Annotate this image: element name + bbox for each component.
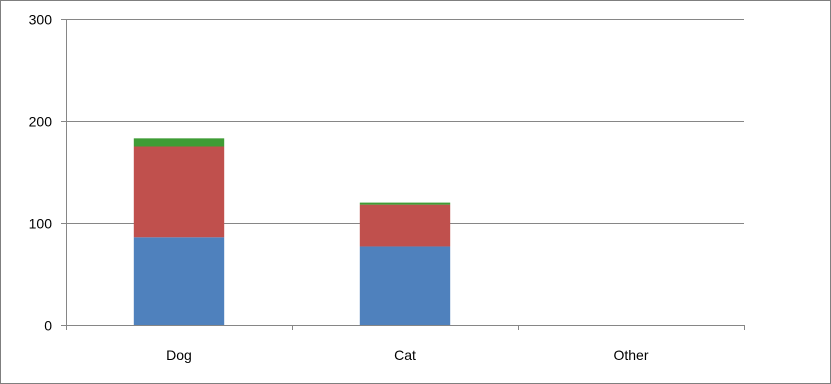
x-tick-label: Cat — [394, 347, 416, 363]
axes — [61, 19, 745, 330]
bar-segment — [133, 146, 225, 238]
bar-segment — [133, 237, 225, 325]
x-tick-labels: Dog Cat Other — [166, 347, 649, 363]
x-tick-label: Dog — [166, 347, 192, 363]
bar-segment — [359, 246, 451, 325]
x-tick-label: Other — [613, 347, 648, 363]
bar-segment — [133, 138, 225, 147]
y-tick-label: 300 — [29, 12, 53, 28]
y-tick-label: 100 — [29, 216, 53, 232]
y-tick-labels: 0 100 200 300 — [29, 12, 53, 334]
y-tick-label: 0 — [44, 318, 52, 334]
y-tick-label: 200 — [29, 114, 53, 130]
bar-segment — [359, 202, 451, 205]
bar-stacks — [133, 138, 451, 325]
bar-segment — [359, 204, 451, 247]
